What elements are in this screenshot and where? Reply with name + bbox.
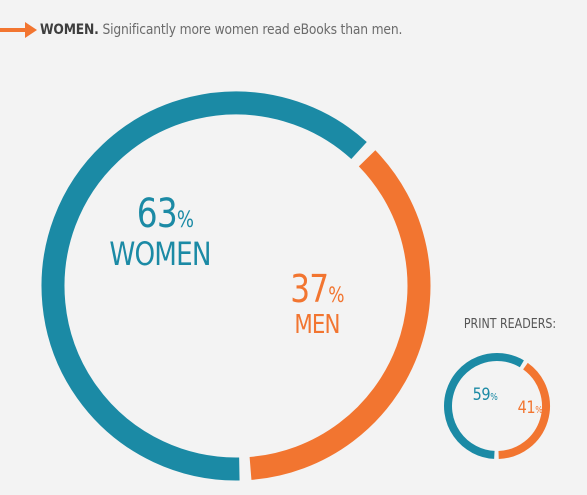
print-slice-men [498,362,550,459]
header-caption: WOMEN. Significantly more women read eBo… [40,22,402,38]
header: WOMEN. Significantly more women read eBo… [0,18,452,42]
print-men-percent-label: 41% [517,398,543,418]
women-category-label: WOMEN [109,235,211,273]
header-text: Significantly more women read eBooks tha… [102,22,403,38]
print-readers-donut-chart [444,353,550,459]
header-strong: WOMEN. [40,22,99,38]
main-donut-chart [41,91,431,481]
arrow-right-icon [0,22,37,38]
men-percent-label: 37% [290,267,344,311]
print-readers-title: PRINT READERS: [463,317,557,332]
print-women-percent-label: 59% [472,385,498,405]
print-slice-women [444,353,524,459]
main-slice-men [249,150,431,480]
men-category-label: MEN [294,310,340,340]
women-percent-label: 63% [136,191,194,237]
main-slice-women [41,91,367,481]
